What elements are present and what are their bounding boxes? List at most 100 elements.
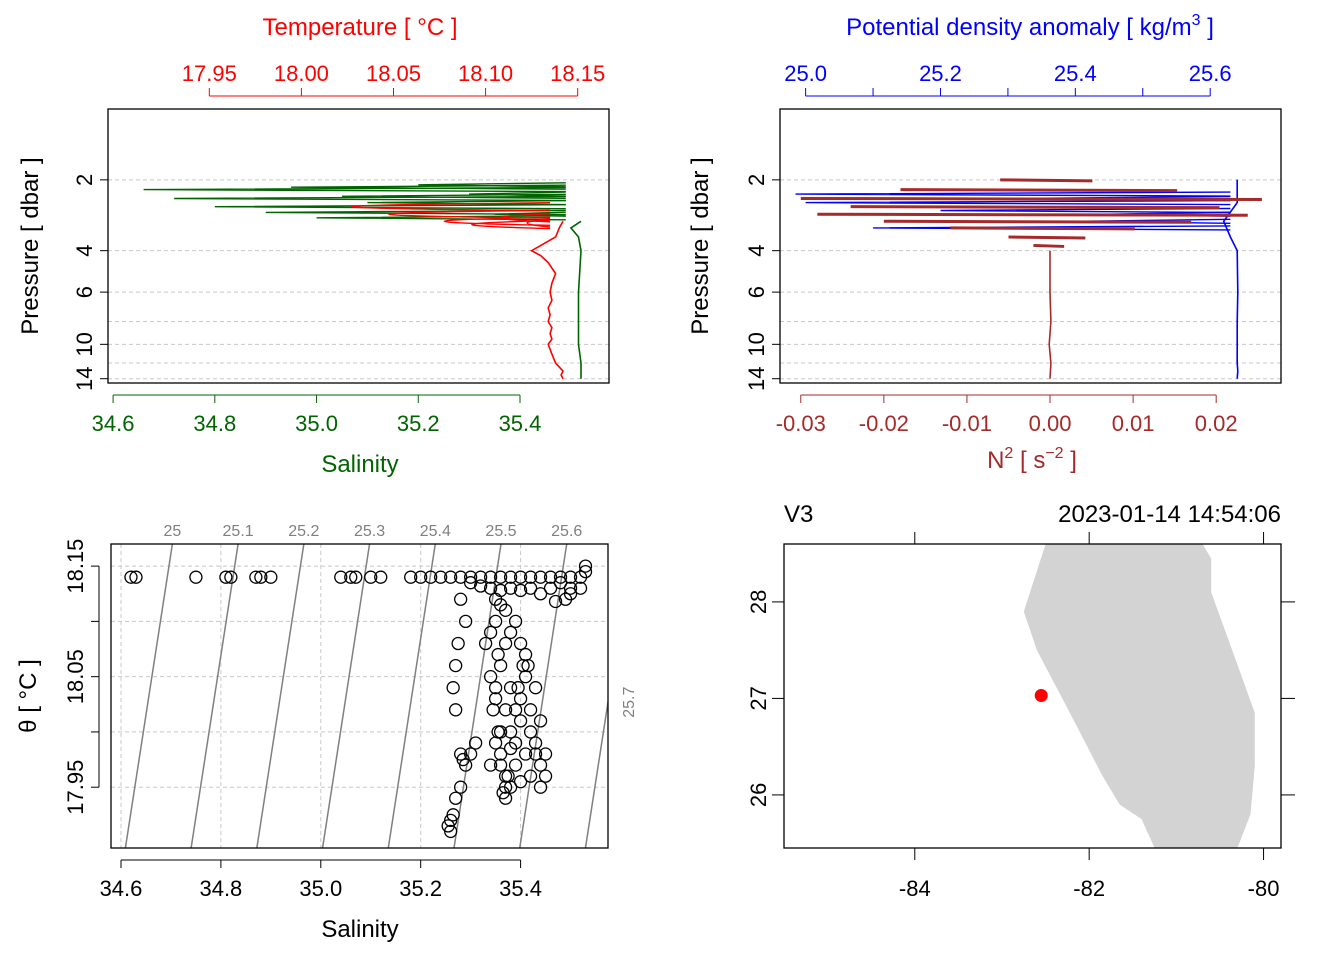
bottom-tick-label: -0.03 (776, 411, 826, 436)
y-tick-label: 26 (746, 783, 771, 807)
ts-point (224, 570, 238, 584)
ts-point (486, 703, 500, 717)
ts-point (573, 581, 588, 595)
y-axis-title: Pressure [ dbar ] (17, 157, 44, 334)
salinity-spike (494, 211, 566, 217)
ts-point (503, 625, 518, 640)
ts-point (453, 592, 468, 606)
temperature-profile-line (529, 220, 564, 380)
bottom-tick-label: 0.01 (1112, 411, 1155, 436)
x-tick-label: -80 (1248, 876, 1280, 901)
n2-burst (1008, 235, 1086, 240)
ts-point (528, 736, 543, 750)
ts-point (444, 824, 458, 839)
ts-point (478, 636, 493, 651)
ts-point (513, 775, 528, 789)
station-marker (1034, 689, 1048, 703)
ts-point (498, 703, 513, 717)
top-tick-label: 18.10 (458, 61, 513, 86)
ts-point (498, 769, 513, 783)
ts-point (538, 769, 553, 783)
isopycnal-line (518, 544, 568, 848)
map-frame (783, 543, 1282, 849)
y-tick-label: 2 (72, 174, 97, 186)
ts-point (189, 570, 203, 584)
ts-point (446, 681, 460, 695)
n2-superscript: 2 (1004, 445, 1013, 462)
temperature-spike (388, 209, 551, 219)
ts-point (483, 758, 498, 772)
ts-point (453, 780, 468, 794)
bottom-tick-label: -0.01 (942, 411, 992, 436)
ts-point (493, 747, 508, 761)
ts-point (404, 570, 418, 584)
y-tick-label: 4 (72, 245, 97, 257)
n2-profile-line (1048, 250, 1052, 379)
ts-point (533, 780, 548, 794)
ts-point (483, 670, 498, 684)
n2-burst (883, 219, 1192, 224)
ts-point (533, 714, 548, 728)
y-tick-label: 10 (72, 332, 97, 356)
salinity-spike (291, 184, 566, 190)
ts-point (503, 681, 518, 695)
plot-frame (107, 108, 610, 384)
ts-point (533, 570, 548, 584)
y-tick-label: 18.15 (63, 539, 88, 594)
ts-point (503, 581, 518, 595)
bottom-tick-label: -0.02 (859, 411, 909, 436)
ts-point (483, 570, 498, 584)
n2-burst (900, 188, 1178, 193)
ts-point (493, 658, 508, 673)
ts-point (483, 581, 498, 595)
isopycnal-line (124, 544, 174, 848)
isopycnal-line (387, 544, 437, 848)
ts-point (488, 614, 503, 629)
ts-point (264, 570, 278, 584)
y-tick-label: 2 (744, 174, 769, 186)
y-tick-label: 6 (72, 286, 97, 298)
temperature-spike (471, 219, 551, 230)
ts-point (491, 647, 505, 662)
y-tick-label: 10 (744, 332, 769, 356)
ts-point (523, 581, 538, 595)
ts-point (533, 587, 548, 601)
top-tick-label: 18.00 (274, 61, 329, 86)
ts-point (254, 570, 268, 584)
x-tick-label: 34.6 (100, 876, 143, 901)
top-axis-title: Temperature [ °C ] (263, 14, 458, 41)
ts-point (553, 576, 568, 590)
ts-point (449, 703, 463, 717)
ts-point (449, 791, 463, 805)
y-tick-label: 28 (746, 590, 771, 614)
density-profile-line (1222, 179, 1239, 379)
ts-point (473, 579, 488, 593)
ts-point (538, 747, 553, 761)
ts-point (508, 703, 523, 717)
bottom-tick-label: 35.4 (499, 411, 542, 436)
ts-point (488, 692, 503, 706)
ts-point (458, 758, 473, 772)
ts-point (463, 747, 478, 761)
ts-point (513, 583, 528, 598)
ts-point (523, 570, 538, 584)
ts-point (498, 636, 513, 651)
y-tick-label: 17.95 (63, 760, 88, 815)
top-axis-title-main: Potential density anomaly [ kg/m (846, 14, 1192, 41)
n2-unit-superscript: −2 (1045, 445, 1063, 462)
ts-point (563, 570, 578, 584)
isopycnal-label: 25.5 (485, 523, 516, 540)
y-tick-label: 14 (72, 366, 97, 390)
panel-station-map: -84 -82 -80 26 27 28 V3 2023-01-14 14:54:06 (746, 501, 1295, 901)
ts-point (473, 570, 488, 584)
ts-point (513, 636, 528, 651)
y-tick-label: 14 (744, 366, 769, 390)
salinity-spike (214, 204, 566, 210)
y-tick-label: 27 (746, 686, 771, 710)
x-tick-label: -84 (899, 876, 931, 901)
top-tick-label: 18.05 (366, 61, 421, 86)
plot-frame (110, 543, 609, 849)
temperature-spike (351, 202, 551, 212)
x-tick-label: 34.8 (199, 876, 242, 901)
